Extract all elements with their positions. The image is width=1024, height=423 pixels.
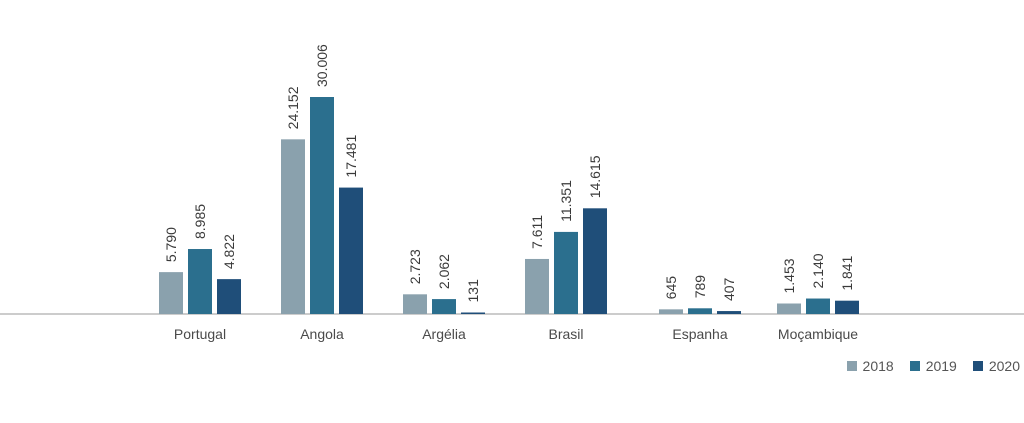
bar-portugal-2019 bbox=[188, 249, 212, 314]
bar-portugal-2020 bbox=[217, 279, 241, 314]
legend-label-2020: 2020 bbox=[988, 358, 1020, 374]
legend-label-2018: 2018 bbox=[862, 358, 894, 374]
value-label-espanha-2019: 789 bbox=[692, 275, 708, 299]
bar-argelia-2019 bbox=[432, 299, 456, 314]
legend-item-2019: 2019 bbox=[909, 358, 957, 374]
bar-argelia-2020 bbox=[461, 312, 485, 314]
value-label-angola-2019: 30.006 bbox=[314, 44, 330, 87]
value-label-mocambique-2019: 2.140 bbox=[810, 253, 826, 288]
value-label-angola-2018: 24.152 bbox=[285, 86, 301, 129]
category-label-argelia: Argélia bbox=[422, 326, 466, 342]
value-label-mocambique-2020: 1.841 bbox=[839, 255, 855, 290]
value-label-brasil-2020: 14.615 bbox=[587, 155, 603, 198]
bar-portugal-2018 bbox=[159, 272, 183, 314]
category-labels-layer: Portugal Angola Argélia Brasil Espanha Moçamb… bbox=[174, 326, 858, 342]
bar-mocambique-2018 bbox=[777, 303, 801, 314]
value-label-portugal-2020: 4.822 bbox=[221, 234, 237, 269]
category-label-portugal: Portugal bbox=[174, 326, 226, 342]
value-label-brasil-2018: 7.611 bbox=[529, 215, 545, 249]
legend-swatch-2020 bbox=[972, 361, 983, 371]
legend-label-2019: 2019 bbox=[925, 358, 957, 374]
bar-mocambique-2019 bbox=[806, 298, 830, 314]
value-label-portugal-2018: 5.790 bbox=[163, 227, 179, 262]
value-label-espanha-2020: 407 bbox=[721, 277, 737, 301]
legend-swatch-2018 bbox=[846, 361, 857, 371]
value-label-angola-2020: 17.481 bbox=[343, 135, 359, 178]
category-label-espanha: Espanha bbox=[672, 326, 727, 342]
value-label-brasil-2019: 11.351 bbox=[558, 180, 574, 222]
category-label-brasil: Brasil bbox=[548, 326, 583, 342]
bar-brasil-2018 bbox=[525, 258, 549, 314]
value-label-argelia-2020: 131 bbox=[465, 279, 481, 303]
bar-espanha-2018 bbox=[659, 309, 683, 314]
value-label-argelia-2018: 2.723 bbox=[407, 249, 423, 284]
bar-angola-2019 bbox=[310, 97, 334, 314]
value-label-argelia-2019: 2.062 bbox=[436, 254, 452, 289]
value-label-portugal-2019: 8.985 bbox=[192, 204, 208, 239]
bars-layer bbox=[159, 97, 859, 314]
legend: 2018 2019 2020 bbox=[846, 358, 1020, 374]
bar-angola-2018 bbox=[281, 139, 305, 314]
value-label-espanha-2018: 645 bbox=[663, 276, 679, 300]
category-label-angola: Angola bbox=[300, 326, 344, 342]
legend-item-2018: 2018 bbox=[846, 358, 894, 374]
value-labels-layer: 5.790 8.985 4.822 24.152 30.006 17.481 2.723 2.… bbox=[163, 44, 855, 303]
bar-angola-2020 bbox=[339, 187, 363, 314]
value-label-mocambique-2018: 1.453 bbox=[781, 258, 797, 293]
bar-espanha-2019 bbox=[688, 308, 712, 314]
legend-swatch-2019 bbox=[909, 361, 920, 371]
category-label-mocambique: Moçambique bbox=[778, 326, 858, 342]
legend-item-2020: 2020 bbox=[972, 358, 1020, 374]
bar-argelia-2018 bbox=[403, 294, 427, 314]
bar-brasil-2019 bbox=[554, 231, 578, 314]
bar-mocambique-2020 bbox=[835, 300, 859, 314]
bar-espanha-2020 bbox=[717, 311, 741, 314]
bar-brasil-2020 bbox=[583, 208, 607, 314]
